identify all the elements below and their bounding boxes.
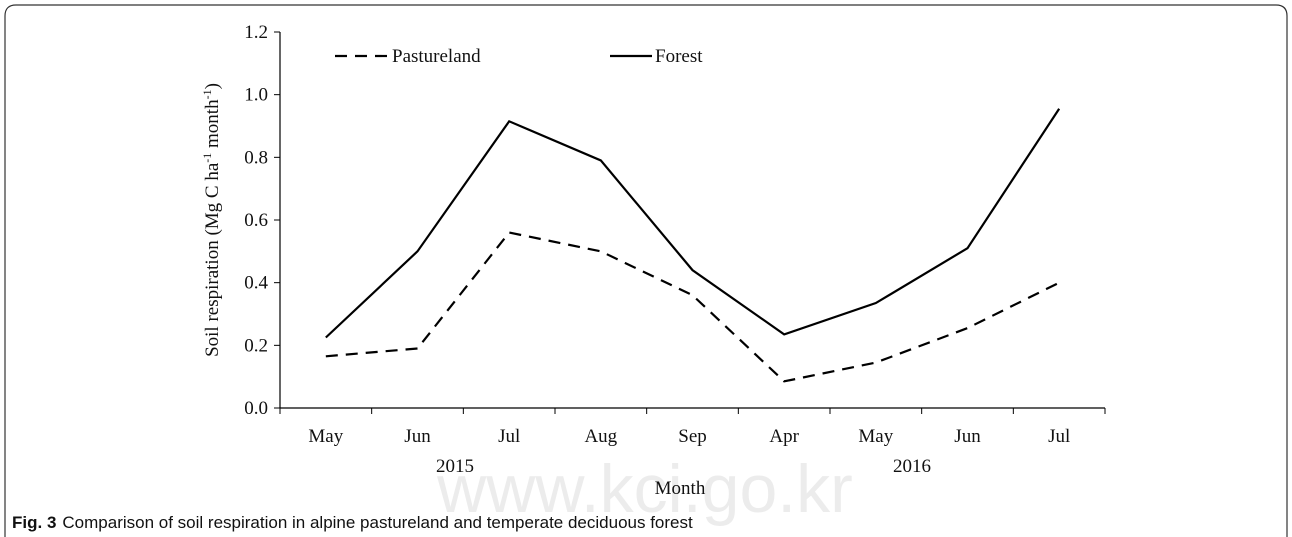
legend-label: Forest <box>655 46 703 67</box>
x-tick-label: Jul <box>498 426 520 447</box>
series-line <box>325 231 1060 383</box>
y-tick-label: 0.8 <box>244 147 268 168</box>
y-tick-label: 1.0 <box>244 85 268 106</box>
y-axis-title-part: month <box>202 99 223 153</box>
x-tick-label: Jun <box>954 426 981 447</box>
caption-label: Fig. 3 <box>12 513 56 532</box>
x-tick-label: Jun <box>404 426 431 447</box>
x-tick-label: Jul <box>1048 426 1070 447</box>
y-axis-title: Soil respiration (Mg C ha-1 month-1) <box>200 83 223 357</box>
series-line <box>325 108 1061 339</box>
y-tick-label: 0.0 <box>244 398 268 419</box>
y-axis-title-part: Soil respiration (Mg C ha <box>202 162 223 357</box>
x-axis-title: Month <box>655 478 706 499</box>
y-tick-label: 0.4 <box>244 273 268 294</box>
y-axis-title-part: ) <box>202 83 223 89</box>
x-tick-label: May <box>308 426 343 447</box>
legend-label: Pastureland <box>392 46 481 67</box>
y-tick-label: 0.2 <box>244 335 268 356</box>
x-tick-label: May <box>858 426 893 447</box>
x-tick-label: Sep <box>678 426 707 447</box>
caption: Fig. 3 Comparison of soil respiration in … <box>12 513 693 532</box>
x-tick-label: Apr <box>769 426 799 447</box>
watermark: www.kci.go.kr <box>436 451 853 527</box>
year-label: 2016 <box>893 456 931 477</box>
y-tick-label: 1.2 <box>244 22 268 43</box>
y-axis-title-part: -1 <box>200 153 214 163</box>
y-tick-label: 0.6 <box>244 210 268 231</box>
year-label: 2015 <box>436 456 474 477</box>
caption-text: Comparison of soil respiration in alpine… <box>62 513 693 532</box>
y-axis-title-part: -1 <box>200 89 214 99</box>
frame <box>4 4 1288 537</box>
x-tick-label: Aug <box>584 426 617 447</box>
